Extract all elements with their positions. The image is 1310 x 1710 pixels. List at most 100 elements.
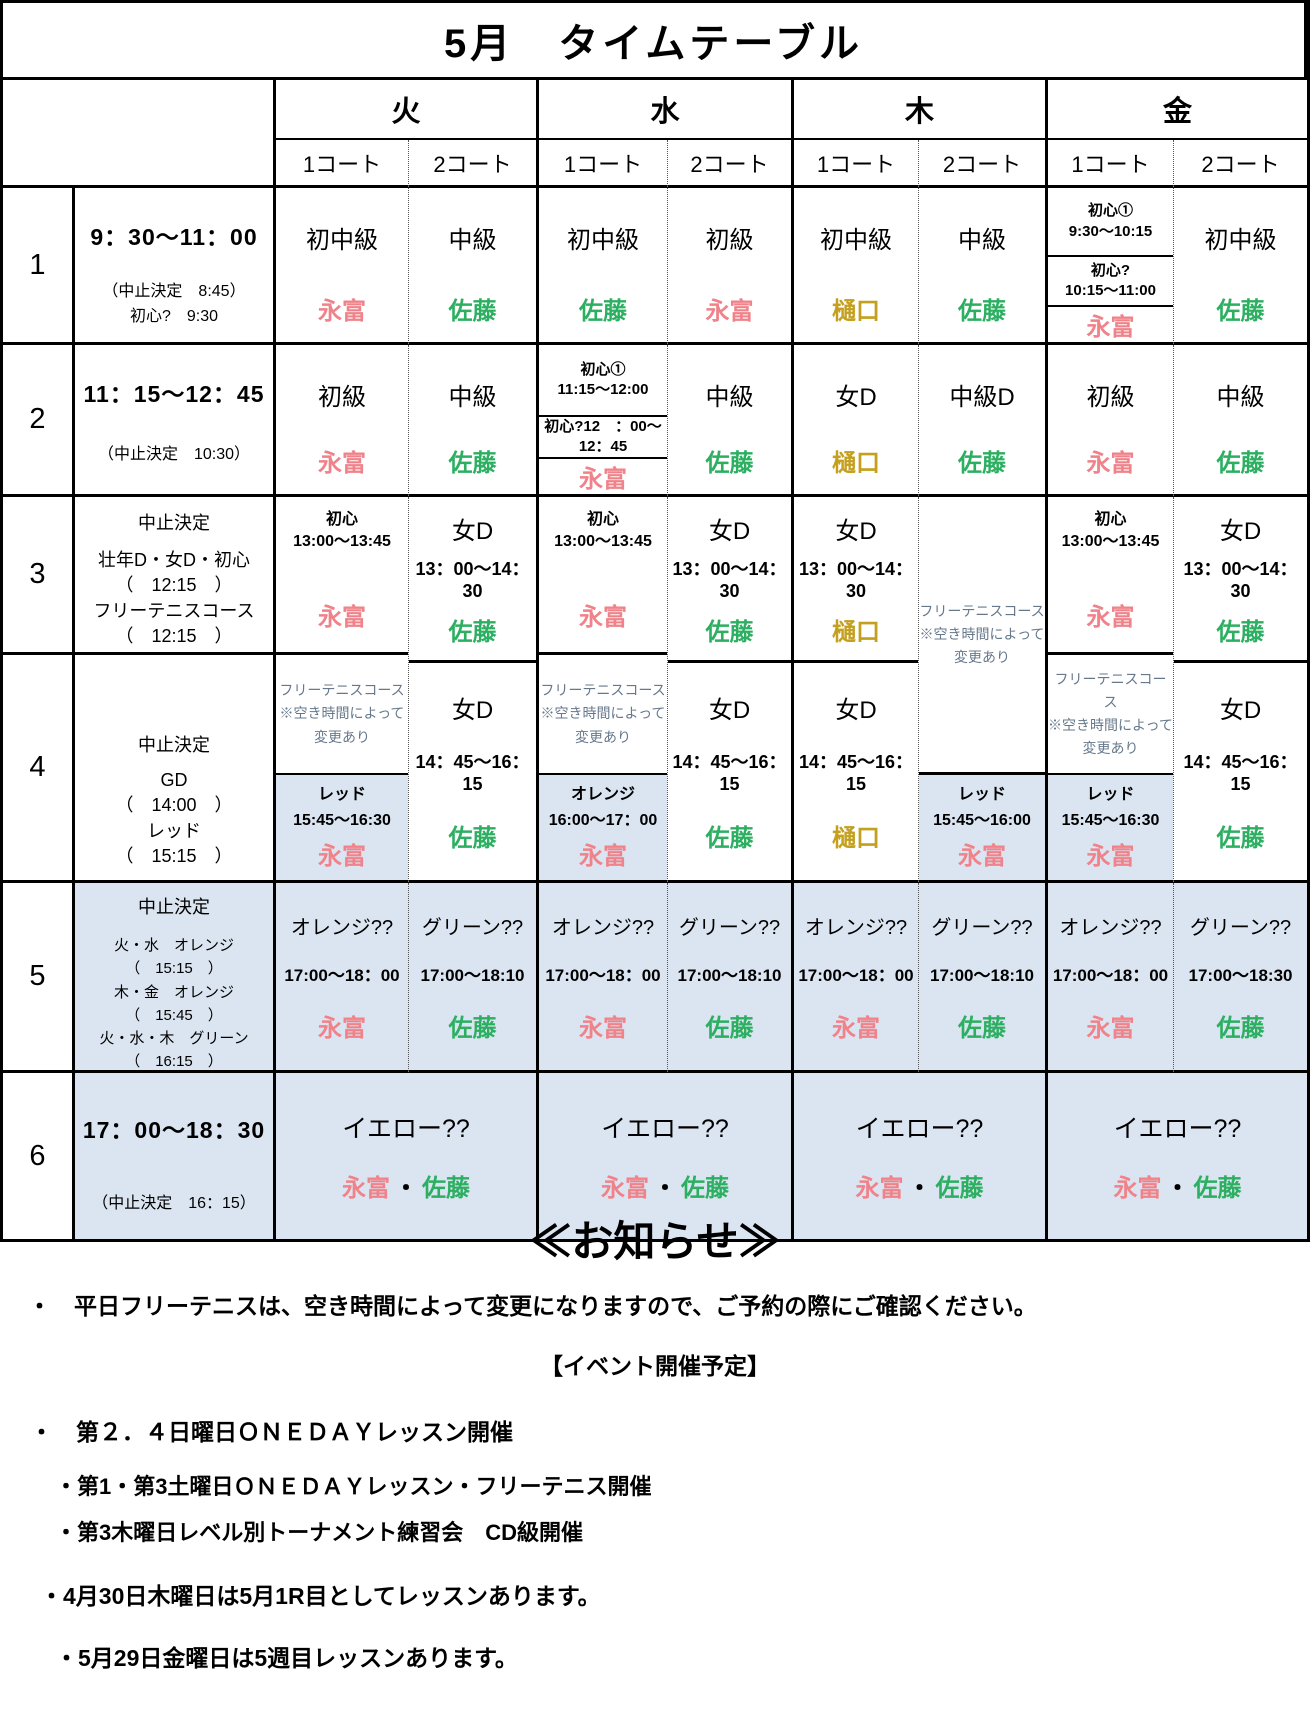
level-label: 中級 (705, 384, 754, 411)
cell-r5-tue-c1: オレンジ?? 17:00～18：00 永富 (276, 883, 409, 1073)
cell-r2-fri-c1: 初級 永富 (1048, 345, 1174, 497)
cell-r5-fri-c1: オレンジ?? 17:00～18：00 永富 (1048, 883, 1174, 1073)
instructor-name: 永富 (318, 843, 366, 871)
slot-number-4: 4 (3, 655, 75, 883)
instructor-name: 永富 (318, 298, 366, 325)
day-header-thu: 木 (794, 80, 1048, 140)
cell-r5-fri-c2: グリーン?? 17:00～18:30 佐藤 (1174, 883, 1307, 1073)
instructor-name: 佐藤 (579, 298, 627, 325)
level-label: 女D (835, 384, 877, 411)
instructor-name: 佐藤 (1216, 450, 1265, 477)
free-tennis-note: フリーテニスコース ※空き時間によって 変更あり (539, 655, 667, 775)
instructor-name: 永富 (579, 1014, 627, 1042)
instructor-name: 佐藤 (448, 1014, 497, 1042)
lesson-slot: 女D 14：45～16：15 佐藤 (672, 697, 787, 852)
sub-slot: 初心① 9:30～10:15 (1048, 188, 1173, 258)
instructor-name: 佐藤 (1216, 825, 1265, 852)
slot-number-2: 2 (3, 345, 75, 497)
instructor-name: 樋口 (832, 618, 880, 646)
instructor-name: 永富 (342, 1174, 390, 1202)
level-label: 初級 (705, 227, 754, 254)
slot-number-1: 1 (3, 188, 75, 345)
cell-r34-tue-c2: 女D 13：00～14：30 佐藤 女D 14：45～16：15 佐藤 (409, 497, 539, 883)
instructor-name: 永富 (1113, 1174, 1162, 1202)
level-label: 中級 (448, 227, 497, 254)
court2-header-wed: 2コート (668, 140, 794, 188)
cell-r2-thu-c1: 女D 樋口 (794, 345, 919, 497)
level-label: 中級 (958, 227, 1006, 254)
instructor-name: 佐藤 (958, 1014, 1006, 1042)
instructor-name: 佐藤 (1193, 1174, 1242, 1202)
instructor-name: 佐藤 (705, 450, 754, 477)
cell-r2-tue-c1: 初級 永富 (276, 345, 409, 497)
cell-r2-thu-c2: 中級D 佐藤 (919, 345, 1048, 497)
notice-item: ・第1・第3土曜日ＯＮＥＤＡＹレッスン・フリーテニス開催 (55, 1474, 652, 1499)
instructor-name: 佐藤 (448, 450, 497, 477)
instructor-name: 永富 (832, 1014, 880, 1042)
corner-empty-cell (3, 80, 276, 188)
instructor-name: 永富 (318, 604, 366, 631)
court1-header-wed: 1コート (539, 140, 668, 188)
time-cell-6: 17：00～18：30 （中止決定 16：15） (75, 1073, 276, 1239)
cell-r5-wed-c2: グリーン?? 17:00～18:10 佐藤 (668, 883, 794, 1073)
junior-slot: レッド 15:45～16:00 永富 (919, 775, 1045, 880)
time-note: （中止決定 10:30） (97, 446, 251, 464)
level-label: 初中級 (567, 227, 639, 254)
instructor-name: 樋口 (832, 450, 880, 477)
notice-section: ≪お知らせ≫ ・ 平日フリーテニスは、空き時間によって変更になりますので、ご予約… (0, 1208, 1310, 1689)
level-label: 初中級 (820, 227, 892, 254)
instructor-name: 佐藤 (935, 1174, 984, 1202)
instructor-name: 佐藤 (448, 825, 497, 852)
lesson-slot: 初心 13:00～13:45 永富 (1048, 497, 1173, 655)
instructor-name: 永富 (318, 1014, 366, 1042)
cell-r34-wed-c2: 女D 13：00～14：30 佐藤 女D 14：45～16：15 佐藤 (668, 497, 794, 883)
day-header-fri: 金 (1048, 80, 1307, 140)
court2-header-thu: 2コート (919, 140, 1048, 188)
sub-slot: 初心?12 ：00～ 12：45 (539, 417, 667, 459)
instructor-name: 樋口 (832, 825, 880, 852)
instructor-name: 永富 (579, 466, 627, 493)
cell-r1-fri-c1: 初心① 9:30～10:15 初心? 10:15～11:00 永富 (1048, 188, 1174, 345)
time-cell-2: 11：15～12：45 （中止決定 10:30） (75, 345, 276, 497)
cell-r2-wed-c1: 初心① 11:15～12:00 初心?12 ：00～ 12：45 永富 (539, 345, 668, 497)
time-range: 11：15～12：45 (83, 381, 265, 407)
time-cell-5: 中止決定 火・水 オレンジ （ 15:15 ） 木・金 オレンジ （ 15:45… (75, 883, 276, 1073)
junior-slot: レッド 15:45～16:30 永富 (1048, 775, 1173, 880)
cell-r5-wed-c1: オレンジ?? 17:00～18：00 永富 (539, 883, 668, 1073)
instructor-name: 佐藤 (681, 1174, 729, 1202)
level-label: 初級 (1086, 384, 1135, 411)
day-header-wed: 水 (539, 80, 794, 140)
free-tennis-note: フリーテニスコース ※空き時間によって 変更あり (1048, 655, 1173, 775)
level-label: 中級D (949, 384, 1015, 411)
court2-header-tue: 2コート (409, 140, 539, 188)
instructor-name: 永富 (579, 843, 627, 871)
instructor-name: 佐藤 (448, 618, 497, 646)
instructor-name: 永富 (1086, 314, 1135, 341)
instructor-name: 佐藤 (705, 618, 754, 646)
lesson-slot: 女D 14：45～16：15 佐藤 (415, 697, 530, 852)
instructor-name: 永富 (1086, 1014, 1135, 1042)
cell-r1-thu-c1: 初中級 樋口 (794, 188, 919, 345)
instructor-name: 永富 (1086, 604, 1135, 631)
cell-r1-wed-c2: 初級 永富 (668, 188, 794, 345)
cell-r34-wed-c1: 初心 13:00～13:45 永富 フリーテニスコース ※空き時間によって 変更… (539, 497, 668, 883)
cell-r34-fri-c2: 女D 13：00～14：30 佐藤 女D 14：45～16：15 佐藤 (1174, 497, 1307, 883)
court1-header-thu: 1コート (794, 140, 919, 188)
instructor-name: 永富 (855, 1174, 904, 1202)
instructor-name: 佐藤 (1216, 618, 1265, 646)
instructor-name: 佐藤 (705, 1014, 754, 1042)
lesson-slot: 女D 13：00～14：30 佐藤 (1174, 497, 1307, 663)
level-label: 中級 (448, 384, 497, 411)
free-tennis-note: フリーテニスコース ※空き時間によって 変更あり (919, 497, 1045, 775)
cell-r5-thu-c1: オレンジ?? 17:00～18：00 永富 (794, 883, 919, 1073)
notice-heading: ≪お知らせ≫ (529, 1218, 781, 1265)
lesson-slot: 女D 14：45～16：15 佐藤 (1183, 697, 1298, 852)
instructor-name: 永富 (705, 298, 754, 325)
page-title: 5月 タイムテーブル (3, 3, 1307, 80)
instructor-name: 佐藤 (448, 298, 497, 325)
instructor-name: 永富 (1086, 450, 1135, 477)
cell-r2-fri-c2: 中級 佐藤 (1174, 345, 1307, 497)
time-note: （中止決定 8:45） 初心? 9:30 (102, 283, 246, 326)
sub-slot: 初心? 10:15～11:00 (1048, 257, 1173, 307)
